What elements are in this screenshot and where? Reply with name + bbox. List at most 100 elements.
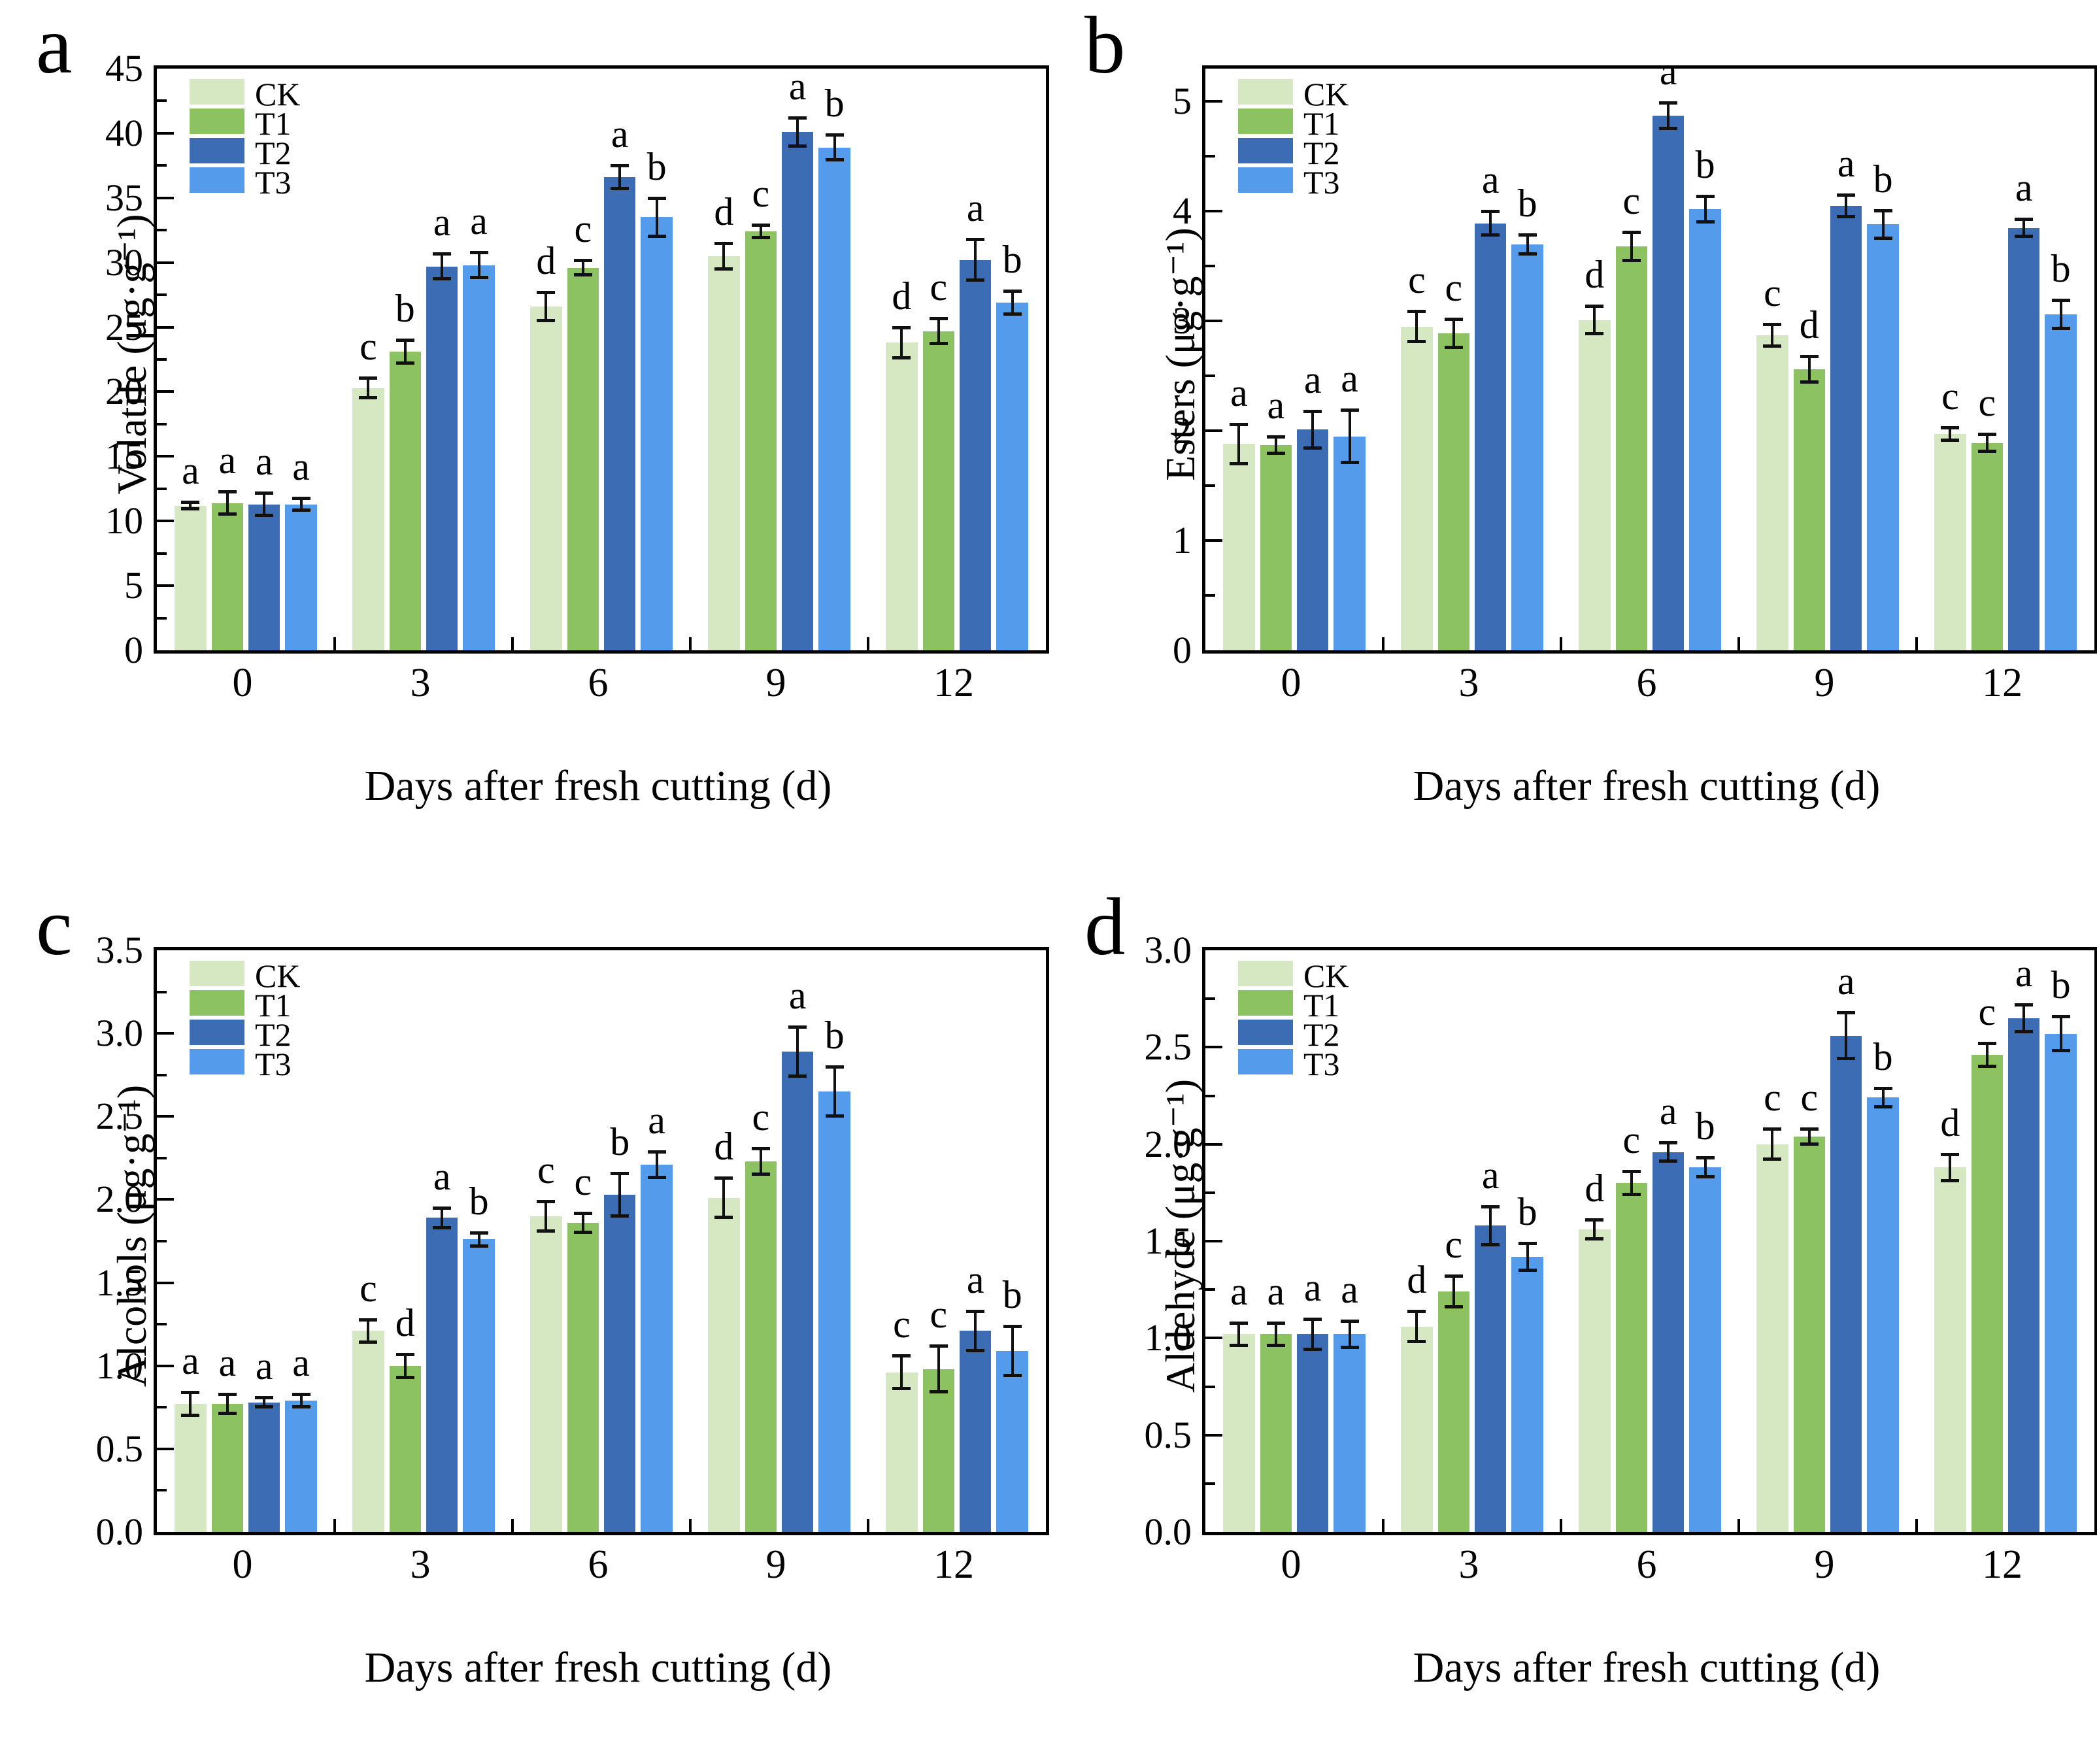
significance-letter: d [1940, 1101, 1960, 1144]
error-bar-cap-bottom [1941, 439, 1960, 442]
error-bar-cap-top [469, 250, 488, 254]
significance-letter: a [255, 439, 273, 483]
error-bar-cap-top [1763, 1127, 1782, 1131]
y-major-tick [1205, 429, 1222, 433]
significance-letter: d [395, 1301, 415, 1344]
x-tick [1737, 1519, 1740, 1532]
error-bar-cap-bottom [359, 396, 378, 400]
significance-letter: a [2015, 952, 2033, 995]
error-bar-cap-top [395, 1352, 414, 1356]
error-bar-cap-bottom [825, 1114, 844, 1118]
y-minor-tick [157, 1073, 167, 1076]
error-bar-cap-bottom [1518, 252, 1537, 256]
y-tick-label: 1.0 [1144, 1316, 1192, 1359]
x-tick [689, 637, 692, 650]
error-bar-line [1703, 195, 1707, 223]
error-bar-cap-top [395, 339, 414, 342]
y-major-tick [1205, 1046, 1222, 1049]
error-bar-cap-top [1873, 1086, 1892, 1090]
bar-T1-day6 [1615, 246, 1647, 650]
significance-letter: b [1873, 157, 1893, 201]
legend-label: CK [255, 957, 301, 994]
error-bar-line [655, 1151, 658, 1178]
error-bar-cap-bottom [1837, 214, 1856, 218]
legend-label: T1 [1303, 105, 1340, 142]
significance-letter: b [1002, 1273, 1022, 1316]
error-bar-line [1489, 211, 1492, 236]
bar-T3-day6 [1689, 1167, 1721, 1532]
y-tick-label: 5 [124, 564, 143, 607]
y-major-tick [1205, 1240, 1222, 1242]
error-bar-cap-bottom [1977, 1065, 1996, 1068]
bar-T1-day9 [745, 231, 777, 650]
significance-letter: d [1407, 1257, 1427, 1301]
significance-letter: d [1585, 1167, 1605, 1210]
error-bar-cap-top [2051, 1014, 2070, 1018]
error-bar-cap-bottom [1230, 461, 1249, 465]
legend-item-T3: T3 [1238, 1048, 1408, 1080]
legend-swatch-T2 [190, 1020, 244, 1045]
y-major-tick [157, 1115, 174, 1118]
significance-letter: c [1764, 271, 1781, 315]
significance-letter: a [1303, 358, 1322, 401]
bar-T1-day3 [1437, 1291, 1469, 1532]
legend-label: CK [1303, 76, 1349, 112]
error-bar-cap-bottom [751, 1173, 770, 1176]
error-bar-cap-bottom [1659, 127, 1678, 131]
y-tick-label: 3 [1173, 299, 1192, 342]
error-bar-line [226, 1393, 229, 1414]
significance-letter: a [1230, 1269, 1248, 1313]
y-minor-tick [1205, 1482, 1215, 1485]
bar-T3-day3 [463, 1239, 495, 1532]
error-bar-cap-top [1800, 354, 1819, 358]
significance-letter: c [1978, 990, 1996, 1034]
y-tick-label: 10 [105, 499, 143, 542]
significance-letter: c [752, 1095, 770, 1139]
error-bar-line [900, 327, 903, 358]
error-bar-line [1593, 1220, 1596, 1240]
error-bar-line [477, 252, 480, 278]
error-bar-cap-bottom [395, 361, 414, 365]
error-bar-cap-bottom [1837, 1057, 1856, 1061]
significance-letter: a [788, 65, 807, 108]
error-bar-cap-bottom [218, 512, 237, 516]
significance-letter: c [1941, 374, 1959, 418]
x-tick [333, 1519, 336, 1532]
significance-letter: b [1002, 238, 1022, 282]
y-major-tick [1205, 1142, 1222, 1146]
significance-letter: a [218, 1340, 237, 1384]
significance-letter: b [824, 81, 845, 125]
x-tick [333, 637, 336, 650]
y-minor-tick [157, 990, 167, 993]
plot-area: a c c d c a d c c c a a b a a a b a b b CK T1 T2 T3 [154, 947, 1049, 1535]
error-bar-cap-bottom [929, 342, 948, 346]
legend-label: T3 [1303, 164, 1340, 201]
error-bar-line [441, 1208, 444, 1228]
significance-letter: a [470, 199, 488, 242]
error-bar-line [759, 1148, 762, 1175]
y-major-tick [157, 584, 174, 588]
bar-T1-day0 [1260, 444, 1292, 650]
error-bar-cap-bottom [1003, 312, 1022, 316]
error-bar-line [2022, 219, 2026, 237]
legend-item-CK: CK [1238, 76, 1408, 112]
legend-swatch-T2 [190, 138, 244, 163]
bar-T3-day9 [818, 147, 850, 650]
error-bar-cap-top [1481, 1205, 1500, 1208]
x-tick-label: 12 [933, 1542, 974, 1587]
y-minor-tick [157, 1156, 167, 1159]
bar-CK-day9 [1756, 1144, 1788, 1532]
y-minor-tick [157, 487, 167, 490]
error-bar-cap-bottom [1303, 1348, 1322, 1352]
bar-CK-day3 [1401, 326, 1433, 650]
error-bar-cap-bottom [788, 1074, 807, 1078]
panel-letter: c [36, 882, 73, 973]
legend-swatch-T1 [1238, 990, 1293, 1016]
error-bar-cap-top [1837, 1010, 1856, 1014]
significance-letter: c [574, 1159, 592, 1203]
legend-swatch-CK [1238, 79, 1293, 105]
bar-CK-day6 [530, 1216, 562, 1532]
error-bar-cap-top [751, 224, 770, 227]
error-bar-line [477, 1233, 480, 1246]
